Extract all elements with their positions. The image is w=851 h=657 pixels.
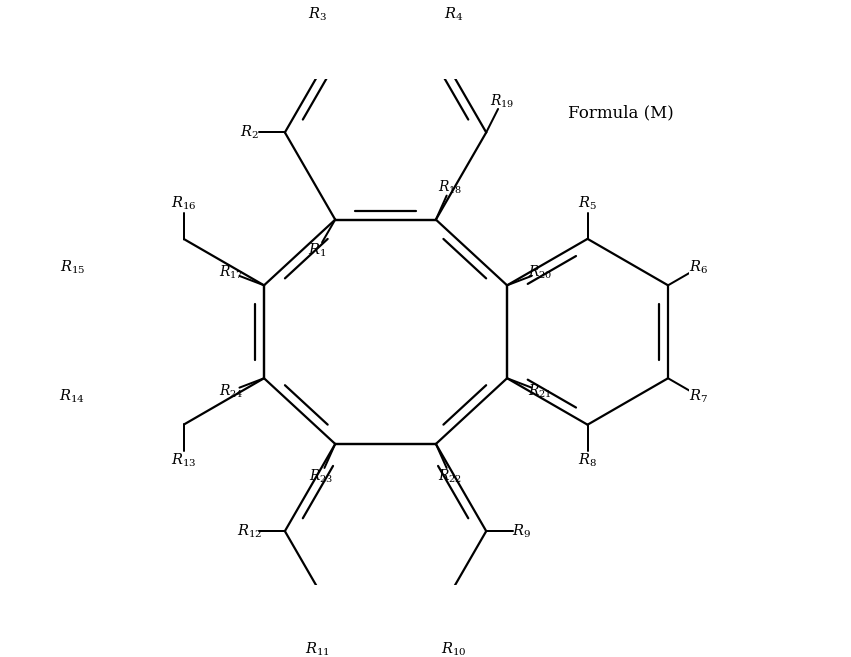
Text: $R_{19}$: $R_{19}$ <box>490 92 514 110</box>
Text: $R_{18}$: $R_{18}$ <box>438 179 463 196</box>
Text: $R_{4}$: $R_{4}$ <box>444 6 463 23</box>
Text: $R_{5}$: $R_{5}$ <box>578 194 597 212</box>
Text: $R_{24}$: $R_{24}$ <box>219 382 243 399</box>
Text: $R_{12}$: $R_{12}$ <box>237 522 262 540</box>
Text: $R_{14}$: $R_{14}$ <box>60 387 85 405</box>
Text: $R_{6}$: $R_{6}$ <box>689 259 708 277</box>
Text: $R_{9}$: $R_{9}$ <box>512 522 531 540</box>
Text: $R_{22}$: $R_{22}$ <box>438 468 462 485</box>
Text: $R_{11}$: $R_{11}$ <box>305 641 330 657</box>
Text: $R_{7}$: $R_{7}$ <box>689 387 708 405</box>
Text: $R_{3}$: $R_{3}$ <box>308 6 327 23</box>
Text: $R_{2}$: $R_{2}$ <box>240 124 259 141</box>
Text: Formula (M): Formula (M) <box>568 104 674 121</box>
Text: $R_{10}$: $R_{10}$ <box>441 641 466 657</box>
Text: $R_{15}$: $R_{15}$ <box>60 259 85 277</box>
Text: $R_{1}$: $R_{1}$ <box>308 242 327 259</box>
Text: $R_{23}$: $R_{23}$ <box>309 468 333 485</box>
Text: $R_{20}$: $R_{20}$ <box>528 264 552 281</box>
Text: $R_{16}$: $R_{16}$ <box>171 194 197 212</box>
Text: $R_{13}$: $R_{13}$ <box>171 451 197 469</box>
Text: $R_{8}$: $R_{8}$ <box>578 451 597 469</box>
Text: $R_{17}$: $R_{17}$ <box>219 264 243 281</box>
Text: $R_{21}$: $R_{21}$ <box>528 382 552 399</box>
